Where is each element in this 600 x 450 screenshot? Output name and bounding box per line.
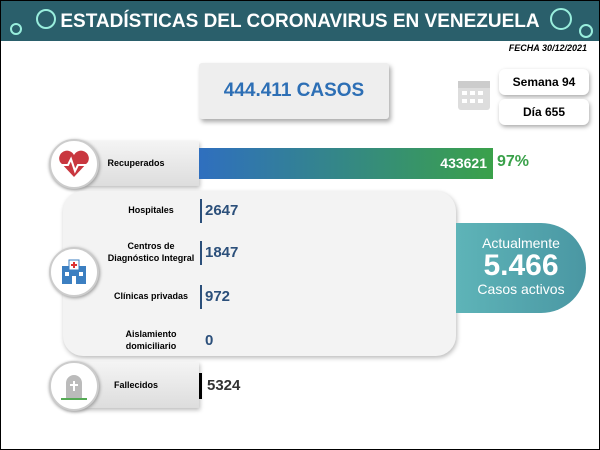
heart-icon <box>49 139 99 189</box>
active-value: 5.466 <box>483 249 559 282</box>
row-label: Centros de <box>127 241 175 251</box>
care-panel <box>63 191 456 356</box>
row-marker <box>200 285 202 309</box>
deaths-label: Fallecidos <box>113 380 158 390</box>
row-value: 2647 <box>205 202 239 219</box>
hospital-icon <box>49 247 99 297</box>
title: ESTADÍSTICAS DEL CORONAVIRUS EN VENEZUEL… <box>60 11 540 32</box>
date: FECHA 30/12/2021 <box>508 43 587 53</box>
row-value: 1847 <box>205 244 239 261</box>
deaths-value: 5324 <box>207 377 241 394</box>
active-cases: Actualmente 5.466 Casos activos <box>456 223 586 313</box>
row-value: 972 <box>205 288 231 305</box>
calendar-icon <box>458 81 490 110</box>
header-band <box>1 1 599 41</box>
virus-decoration <box>10 8 593 38</box>
grave-icon <box>49 361 99 411</box>
recovered-percent: 97% <box>497 153 530 170</box>
row-marker <box>200 241 202 265</box>
active-prefix: Actualmente <box>482 235 560 251</box>
heart <box>59 150 89 177</box>
deaths-marker <box>199 373 202 399</box>
recovered-label: Recuperados <box>107 158 165 168</box>
grave <box>61 375 87 400</box>
recovered-value: 433621 <box>440 155 487 171</box>
row-label: Diagnóstico Integral <box>107 253 195 263</box>
row-label: domiciliario <box>125 341 177 351</box>
row-marker <box>200 199 202 223</box>
row-label: Hospitales <box>128 205 174 215</box>
hospital <box>62 259 86 284</box>
row-marker <box>200 329 202 353</box>
row-label: Clínicas privadas <box>113 291 189 301</box>
total-cases: 444.411 CASOS <box>199 63 389 119</box>
day: Día 655 <box>499 99 589 125</box>
week: Semana 94 <box>499 69 589 95</box>
active-suffix: Casos activos <box>477 281 565 297</box>
row-label: Aislamiento <box>125 329 177 339</box>
row-value: 0 <box>205 332 214 349</box>
recovered-bar <box>199 148 493 179</box>
